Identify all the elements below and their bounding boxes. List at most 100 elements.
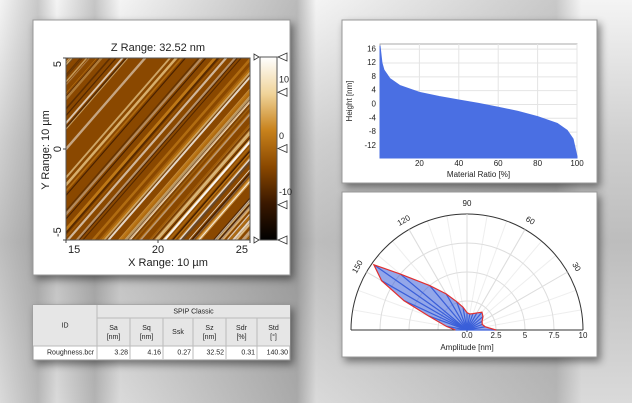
x-axis-label: Material Ratio [%] bbox=[447, 170, 510, 179]
r-tick-label: 5 bbox=[523, 331, 528, 340]
column-header: Sa bbox=[109, 325, 118, 332]
height-streak bbox=[126, 98, 250, 240]
colorbar-end-marker bbox=[253, 53, 260, 61]
colorbar-tick-label: 10 bbox=[279, 75, 289, 85]
height-streak bbox=[123, 94, 250, 240]
table-cell: Roughness.bcr bbox=[47, 349, 95, 356]
table-cell: 4.16 bbox=[147, 349, 161, 356]
amplitude-spoke bbox=[445, 293, 468, 331]
height-streak bbox=[132, 105, 250, 240]
x-tick-label: 100 bbox=[570, 159, 584, 168]
colorbar-tick bbox=[277, 143, 288, 154]
x-tick-label: 20 bbox=[152, 244, 164, 256]
column-unit: [nm] bbox=[203, 334, 217, 341]
height-streak bbox=[165, 142, 250, 240]
column-header: Std bbox=[268, 325, 279, 332]
table-title: SPIP Classic bbox=[173, 308, 214, 315]
column-header: Sdr bbox=[236, 325, 248, 332]
y-tick-label: 4 bbox=[372, 86, 377, 95]
height-streak bbox=[118, 88, 250, 240]
height-streak bbox=[188, 168, 250, 240]
colorbar-end-marker bbox=[277, 235, 288, 245]
height-streak bbox=[138, 111, 250, 240]
colorbar-tick-label: 0 bbox=[279, 131, 284, 141]
table-cell: 0.31 bbox=[241, 349, 255, 356]
amplitude-spoke bbox=[381, 280, 468, 331]
amplitude-spoke bbox=[373, 264, 468, 331]
height-streak bbox=[162, 138, 250, 240]
height-streak bbox=[155, 130, 250, 240]
column-unit: [nm] bbox=[140, 334, 154, 341]
y-tick-label: -5 bbox=[52, 227, 64, 237]
height-streak bbox=[180, 159, 250, 240]
y-tick-label: 0 bbox=[52, 146, 64, 152]
table-cell: 0.27 bbox=[177, 349, 191, 356]
theta-tick-label: 90 bbox=[463, 199, 472, 208]
height-streak bbox=[203, 186, 250, 240]
theta-grid bbox=[466, 271, 568, 331]
height-streak bbox=[105, 73, 250, 240]
table-header bbox=[33, 305, 290, 346]
y-tick-label: 0 bbox=[372, 100, 377, 109]
area bbox=[379, 45, 578, 159]
x-tick-label: 15 bbox=[68, 244, 80, 256]
amplitude-spoke bbox=[399, 273, 468, 331]
colorbar-tick-label: -10 bbox=[279, 187, 292, 197]
table-cell: 140.30 bbox=[267, 349, 289, 356]
table-cell: 3.28 bbox=[114, 349, 128, 356]
y-tick-label: -4 bbox=[369, 113, 377, 122]
height-streak bbox=[172, 151, 250, 240]
column-unit: [nm] bbox=[107, 334, 121, 341]
height-streak bbox=[161, 138, 250, 240]
x-axis-label: X Range: 10 µm bbox=[128, 257, 208, 269]
height-streak bbox=[191, 172, 250, 240]
colorbar-tick bbox=[277, 200, 288, 210]
height-streak bbox=[129, 101, 250, 240]
height-streak bbox=[218, 203, 250, 240]
height-streak bbox=[110, 80, 250, 240]
table-cell: 32.52 bbox=[206, 349, 224, 356]
height-streak bbox=[221, 207, 250, 240]
colorbar-end-marker bbox=[277, 52, 288, 62]
amplitude-spoke bbox=[446, 325, 468, 331]
y-tick-label: 8 bbox=[372, 72, 377, 81]
amplitude-spoke bbox=[429, 285, 468, 331]
height-streak bbox=[91, 58, 250, 240]
height-streak bbox=[176, 155, 250, 240]
height-streak bbox=[175, 154, 250, 240]
height-streak bbox=[171, 149, 250, 240]
height-streak bbox=[190, 171, 250, 240]
amplitude-spoke bbox=[403, 300, 468, 331]
amplitude-spoke bbox=[456, 301, 468, 331]
r-tick-label: 0.0 bbox=[461, 331, 473, 340]
height-streak bbox=[139, 112, 250, 240]
height-streak bbox=[152, 127, 250, 240]
image-title: Z Range: 32.52 nm bbox=[111, 42, 205, 54]
column-header: ID bbox=[62, 322, 69, 329]
height-streak bbox=[100, 68, 250, 240]
amplitude-spoke bbox=[462, 307, 468, 331]
height-streak bbox=[167, 145, 250, 240]
x-tick-label: 60 bbox=[494, 159, 503, 168]
x-tick-label: 40 bbox=[454, 159, 463, 168]
amplitude-spoke bbox=[466, 311, 483, 331]
colorbar bbox=[259, 56, 278, 241]
height-streak bbox=[220, 205, 250, 240]
amplitude-spoke bbox=[428, 315, 468, 331]
y-tick-label: -8 bbox=[369, 127, 377, 136]
height-streak bbox=[216, 201, 250, 240]
height-streak bbox=[195, 176, 250, 240]
column-header: Sz bbox=[205, 325, 214, 332]
x-tick-label: 25 bbox=[236, 244, 248, 256]
amplitude-spoke bbox=[466, 316, 484, 331]
y-tick-label: 12 bbox=[367, 58, 376, 67]
height-streak bbox=[149, 123, 250, 240]
height-streak bbox=[215, 200, 250, 240]
height-streak bbox=[103, 71, 250, 240]
x-tick-label: 80 bbox=[533, 159, 542, 168]
column-unit: [°] bbox=[270, 333, 277, 341]
height-streak bbox=[120, 90, 250, 240]
x-axis-label: Amplitude [nm] bbox=[440, 343, 493, 352]
amplitude-area bbox=[373, 264, 496, 330]
